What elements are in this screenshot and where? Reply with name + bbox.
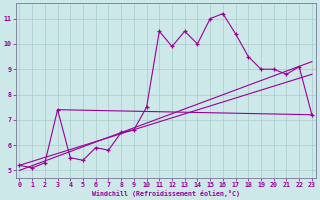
X-axis label: Windchill (Refroidissement éolien,°C): Windchill (Refroidissement éolien,°C) [92,190,240,197]
